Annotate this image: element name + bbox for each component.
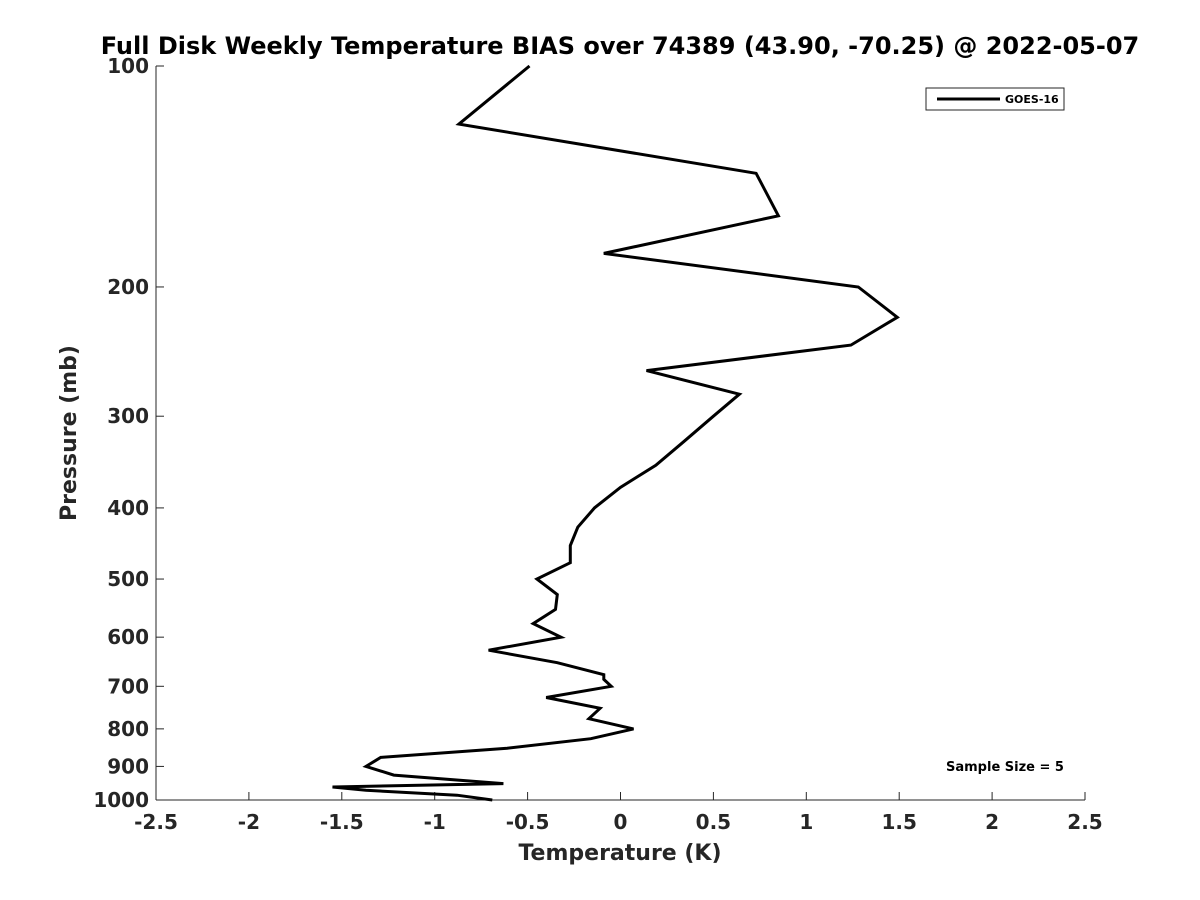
x-tick-label: 2 [985, 810, 999, 834]
y-tick-label: 100 [107, 54, 149, 78]
legend: GOES-16 [925, 87, 1065, 111]
legend-label: GOES-16 [1005, 93, 1059, 106]
y-tick-label: 500 [107, 567, 149, 591]
sample-size-annotation: Sample Size = 5 [946, 760, 1064, 775]
x-tick-label: -0.5 [506, 810, 550, 834]
x-tick-label: 0.5 [696, 810, 731, 834]
x-axis-label: Temperature (K) [518, 841, 721, 866]
y-tick-label: 200 [107, 275, 149, 299]
x-tick-label: -2 [238, 810, 260, 834]
x-tick-label: -2.5 [134, 810, 178, 834]
y-tick-label: 300 [107, 404, 149, 428]
x-tick-label: 2.5 [1067, 810, 1102, 834]
x-tick-label: 1 [799, 810, 813, 834]
y-tick-label: 800 [107, 717, 149, 741]
x-ticks: -2.5 -2 -1.5 -1 -0.5 0 0.5 1 1.5 2 2.5 [134, 792, 1103, 834]
x-tick-label: 1.5 [881, 810, 916, 834]
y-tick-label: 400 [107, 496, 149, 520]
chart-title: Full Disk Weekly Temperature BIAS over 7… [101, 32, 1140, 60]
y-tick-label: 600 [107, 625, 149, 649]
y-axis-label: Pressure (mb) [57, 345, 82, 521]
y-tick-label: 900 [107, 754, 149, 778]
y-ticks: 100 200 300 400 500 600 700 800 900 1000 [93, 54, 164, 812]
x-tick-label: 0 [614, 810, 628, 834]
x-tick-label: -1.5 [320, 810, 364, 834]
y-tick-label: 700 [107, 674, 149, 698]
y-tick-label: 1000 [93, 788, 149, 812]
plot-axes [155, 66, 1085, 801]
series-layer [332, 64, 900, 802]
x-tick-label: -1 [424, 810, 446, 834]
series-line-goes-16 [332, 64, 900, 802]
